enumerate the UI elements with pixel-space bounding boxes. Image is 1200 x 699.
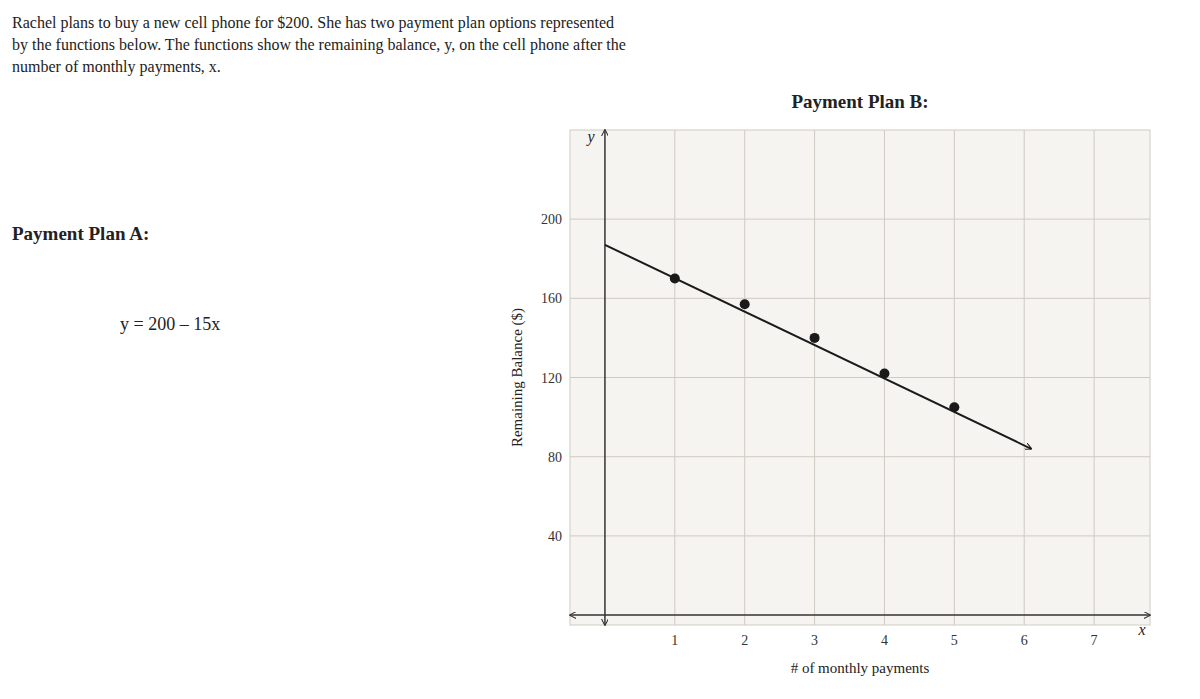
y-tick-label: 200 <box>541 212 562 227</box>
plan-a-formula: y = 200 – 15x <box>120 314 220 334</box>
plot-area <box>570 130 1150 625</box>
y-axis <box>604 130 606 625</box>
x-tick-label: 5 <box>951 633 958 648</box>
y-grid-line <box>570 219 1150 220</box>
y-tick-label: 160 <box>541 291 562 306</box>
grid <box>570 130 1150 625</box>
point <box>810 333 820 343</box>
y-tick-label: 40 <box>548 529 562 544</box>
problem-text: Rachel plans to buy a new cell phone for… <box>12 14 614 32</box>
x-axis-label: # of monthly payments <box>791 660 930 676</box>
line <box>605 245 1031 449</box>
x-tick-label: 3 <box>811 633 818 648</box>
y-axis-name: y <box>585 128 595 146</box>
problem-text: by the functions below. The functions sh… <box>12 36 626 54</box>
x-tick-label: 6 <box>1021 633 1028 648</box>
x-tick-label: 2 <box>741 633 748 648</box>
chart: Rachel plans to buy a new cell phone for… <box>0 0 1200 699</box>
title: Payment Plan B: <box>791 91 928 112</box>
x-tick-label: 7 <box>1091 633 1098 648</box>
x-axis <box>570 614 1150 616</box>
x-tick-label: 1 <box>671 633 678 648</box>
y-grid-line <box>570 377 1150 378</box>
plan-a-label: Payment Plan A: <box>12 223 149 244</box>
data-group <box>605 245 1031 449</box>
y-grid-line <box>570 298 1150 299</box>
y-axis-label: Remaining Balance ($) <box>509 308 526 447</box>
y-tick-label: 80 <box>548 450 562 465</box>
point <box>740 299 750 309</box>
problem-text: number of monthly payments, x. <box>12 58 221 76</box>
y-grid-line <box>570 456 1150 457</box>
y-grid-line <box>570 535 1150 536</box>
y-tick-label: 120 <box>541 371 562 386</box>
x-tick-label: 4 <box>881 633 888 648</box>
x-axis-name: x <box>1137 621 1145 638</box>
